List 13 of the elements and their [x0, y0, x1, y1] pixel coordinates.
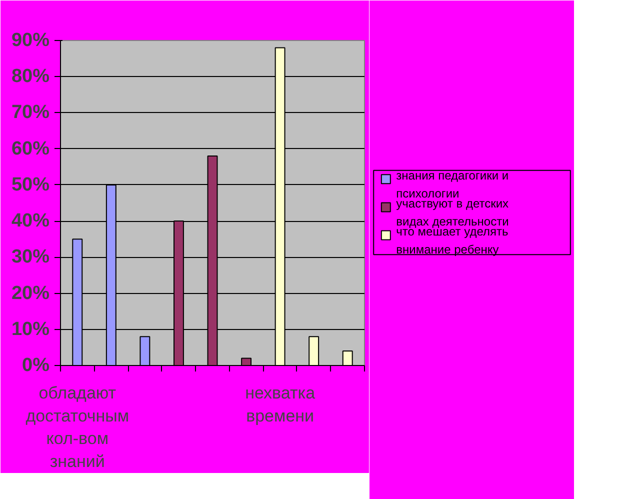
- x-tick-label: обладают достаточным кол-вом знаний: [26, 384, 130, 471]
- x-tick-label: нехватка времени: [245, 384, 316, 426]
- y-tick-label: 90%: [11, 30, 50, 51]
- y-tick-label: 0%: [22, 355, 50, 376]
- legend-label: знания педагогики и психологии: [396, 168, 509, 201]
- y-tick-label: 10%: [11, 318, 50, 340]
- y-tick-label: 60%: [11, 138, 50, 160]
- y-tick-label: 30%: [11, 246, 50, 268]
- y-tick-label: 50%: [11, 174, 50, 196]
- y-tick-label: 40%: [11, 210, 50, 232]
- y-tick-label: 20%: [11, 282, 50, 304]
- y-tick-label: 80%: [11, 66, 50, 88]
- y-tick-label: 70%: [11, 102, 50, 124]
